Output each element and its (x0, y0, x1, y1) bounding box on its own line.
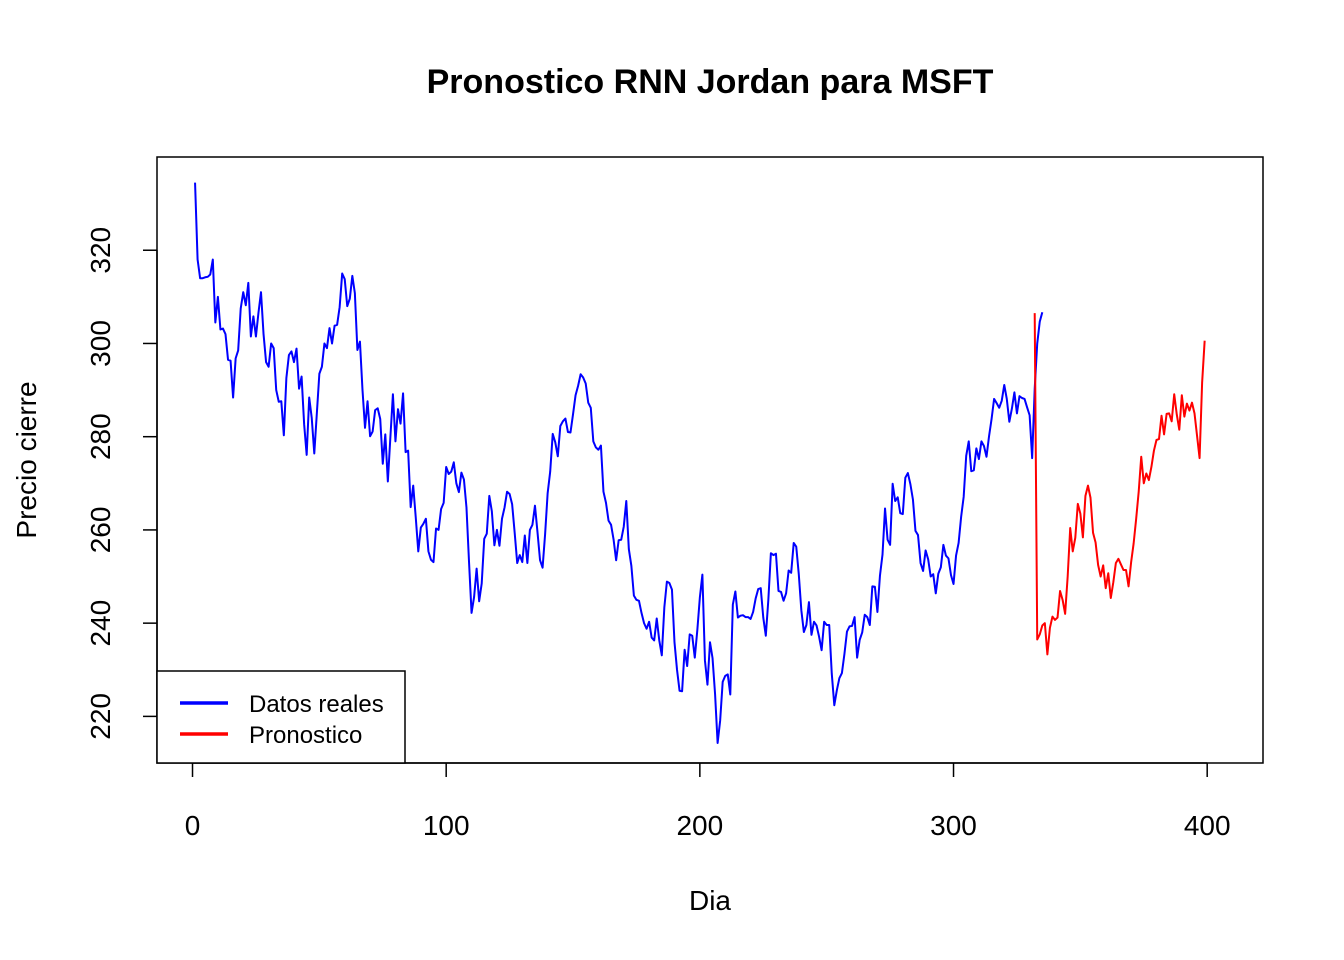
y-tick-label: 240 (85, 600, 116, 647)
x-axis-label: Dia (689, 885, 731, 916)
x-tick-label: 200 (676, 810, 723, 841)
y-tick-label: 320 (85, 227, 116, 274)
y-tick-label: 280 (85, 413, 116, 460)
x-tick-label: 0 (185, 810, 201, 841)
x-tick-label: 100 (423, 810, 470, 841)
legend-box (156, 670, 406, 764)
y-tick-label: 300 (85, 320, 116, 367)
y-axis-label: Precio cierre (11, 381, 42, 538)
legend: Datos reales Pronostico (156, 670, 406, 764)
legend-label: Datos reales (249, 691, 384, 718)
x-tick-label: 400 (1184, 810, 1231, 841)
y-tick-label: 260 (85, 507, 116, 554)
series-line-1 (1033, 313, 1206, 656)
x-axis: 0 100 200 300 400 (185, 762, 1231, 841)
chart-title: Pronostico RNN Jordan para MSFT (427, 63, 994, 101)
x-tick-label: 300 (930, 810, 977, 841)
series-line-0 (194, 182, 1044, 744)
legend-label: Pronostico (249, 722, 362, 749)
y-tick-label: 220 (85, 693, 116, 740)
series-lines (194, 182, 1206, 744)
y-axis: 220 240 260 280 300 320 (85, 227, 158, 740)
